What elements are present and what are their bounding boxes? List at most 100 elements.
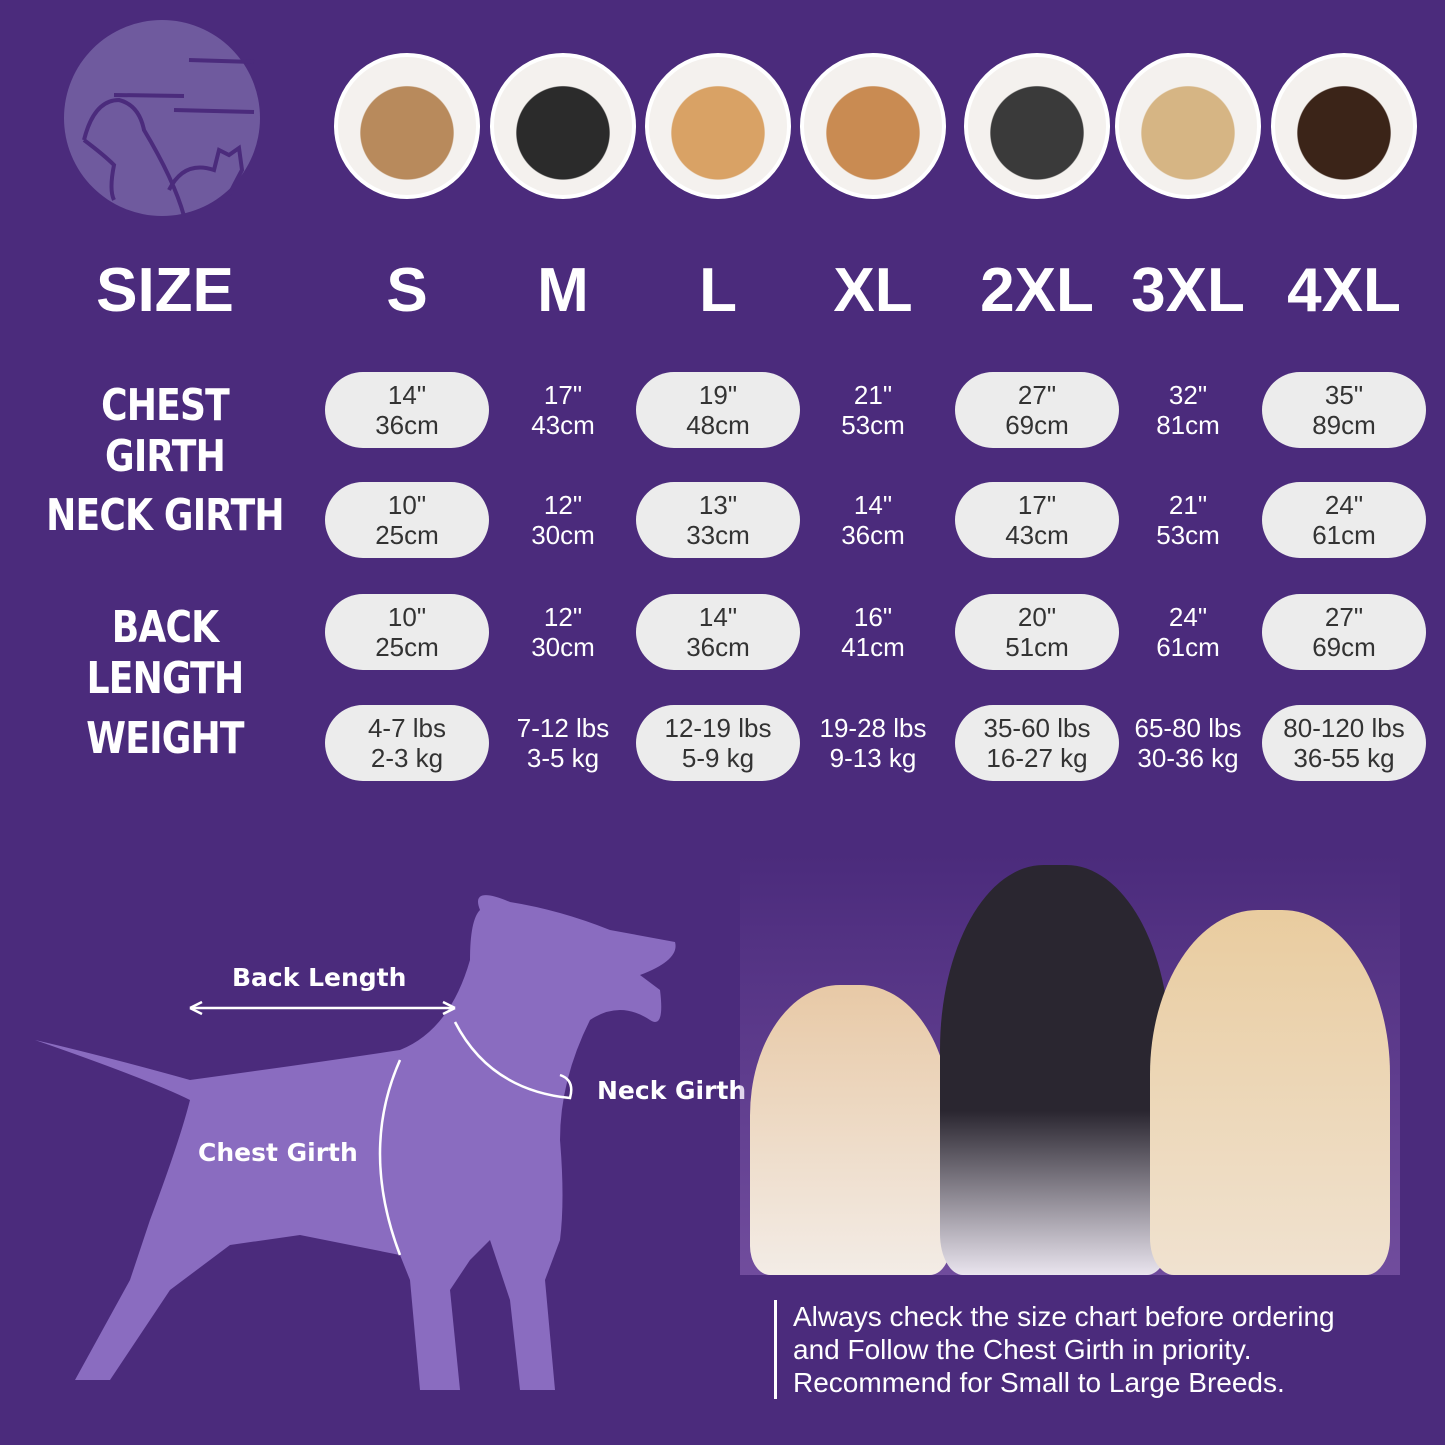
cell-value-primary: 14" bbox=[698, 602, 738, 632]
cell-value-primary: 17" bbox=[1017, 490, 1057, 520]
note-line: and Follow the Chest Girth in priority. bbox=[793, 1334, 1252, 1365]
cell-value-primary: 12" bbox=[543, 490, 583, 520]
row-label: BACK LENGTH bbox=[86, 602, 245, 704]
chest-girth-label: Chest Girth bbox=[198, 1138, 358, 1167]
cell-value-primary: 35" bbox=[1324, 380, 1364, 410]
breed-photo-4XL bbox=[1271, 53, 1417, 199]
table-cell: 80-120 lbs 36-55 kg bbox=[1262, 705, 1426, 781]
table-cell: 10" 25cm bbox=[325, 594, 489, 670]
cell-value-primary: 24" bbox=[1324, 490, 1364, 520]
size-header-M: M bbox=[537, 256, 589, 325]
cell-value-primary: 4-7 lbs bbox=[367, 713, 447, 743]
cell-value-primary: 16" bbox=[853, 602, 893, 632]
size-header-XL: XL bbox=[833, 256, 913, 325]
table-cell: 17" 43cm bbox=[481, 372, 645, 448]
cell-value-secondary: 30cm bbox=[531, 520, 595, 550]
cell-value-primary: 14" bbox=[387, 380, 427, 410]
table-cell: 19" 48cm bbox=[636, 372, 800, 448]
cell-value-primary: 12-19 lbs bbox=[664, 713, 772, 743]
table-cell: 24" 61cm bbox=[1106, 594, 1270, 670]
table-cell: 13" 33cm bbox=[636, 482, 800, 558]
cell-value-primary: 20" bbox=[1017, 602, 1057, 632]
cell-value-primary: 21" bbox=[853, 380, 893, 410]
size-header-4XL: 4XL bbox=[1287, 256, 1401, 325]
cell-value-secondary: 61cm bbox=[1156, 632, 1220, 662]
cell-value-secondary: 36cm bbox=[686, 632, 750, 662]
cell-value-primary: 27" bbox=[1324, 602, 1364, 632]
dogs-group-photo bbox=[740, 855, 1400, 1275]
cell-value-secondary: 51cm bbox=[1005, 632, 1069, 662]
cell-value-secondary: 36-55 kg bbox=[1293, 743, 1395, 773]
breed-photo-S bbox=[334, 53, 480, 199]
cell-value-secondary: 2-3 kg bbox=[370, 743, 444, 773]
cell-value-primary: 32" bbox=[1168, 380, 1208, 410]
cell-value-secondary: 3-5 kg bbox=[526, 743, 600, 773]
table-cell: 4-7 lbs 2-3 kg bbox=[325, 705, 489, 781]
cell-value-primary: 80-120 lbs bbox=[1283, 713, 1405, 743]
breed-photo-3XL bbox=[1115, 53, 1261, 199]
cell-value-primary: 21" bbox=[1168, 490, 1208, 520]
table-cell: 14" 36cm bbox=[325, 372, 489, 448]
cell-value-secondary: 33cm bbox=[686, 520, 750, 550]
table-cell: 21" 53cm bbox=[1106, 482, 1270, 558]
table-cell: 17" 43cm bbox=[955, 482, 1119, 558]
row-label: NECK GIRTH bbox=[46, 490, 284, 541]
cell-value-secondary: 69cm bbox=[1005, 410, 1069, 440]
cell-value-secondary: 25cm bbox=[375, 632, 439, 662]
table-cell: 12-19 lbs 5-9 kg bbox=[636, 705, 800, 781]
cell-value-secondary: 53cm bbox=[841, 410, 905, 440]
table-cell: 21" 53cm bbox=[791, 372, 955, 448]
cell-value-primary: 14" bbox=[853, 490, 893, 520]
table-cell: 27" 69cm bbox=[955, 372, 1119, 448]
cell-value-primary: 27" bbox=[1017, 380, 1057, 410]
cell-value-secondary: 53cm bbox=[1156, 520, 1220, 550]
row-label: WEIGHT bbox=[86, 713, 244, 764]
cell-value-secondary: 30cm bbox=[531, 632, 595, 662]
cell-value-primary: 65-80 lbs bbox=[1134, 713, 1242, 743]
size-header-L: L bbox=[699, 256, 737, 325]
note-line: Always check the size chart before order… bbox=[793, 1301, 1335, 1332]
neck-girth-label: Neck Girth bbox=[597, 1076, 747, 1105]
cell-value-secondary: 25cm bbox=[375, 520, 439, 550]
size-header-S: S bbox=[386, 256, 428, 325]
cell-value-secondary: 30-36 kg bbox=[1137, 743, 1239, 773]
cell-value-primary: 7-12 lbs bbox=[516, 713, 610, 743]
table-cell: 14" 36cm bbox=[636, 594, 800, 670]
cell-value-secondary: 81cm bbox=[1156, 410, 1220, 440]
cell-value-primary: 24" bbox=[1168, 602, 1208, 632]
table-cell: 14" 36cm bbox=[791, 482, 955, 558]
cell-value-primary: 12" bbox=[543, 602, 583, 632]
cell-value-secondary: 9-13 kg bbox=[829, 743, 917, 773]
table-cell: 16" 41cm bbox=[791, 594, 955, 670]
back-length-label: Back Length bbox=[232, 963, 407, 992]
cell-value-secondary: 16-27 kg bbox=[986, 743, 1088, 773]
table-cell: 32" 81cm bbox=[1106, 372, 1270, 448]
cell-value-primary: 35-60 lbs bbox=[983, 713, 1091, 743]
table-cell: 10" 25cm bbox=[325, 482, 489, 558]
cell-value-primary: 17" bbox=[543, 380, 583, 410]
cell-value-secondary: 69cm bbox=[1312, 632, 1376, 662]
table-cell: 20" 51cm bbox=[955, 594, 1119, 670]
dog-silhouette-diagram bbox=[35, 895, 676, 1390]
table-cell: 35-60 lbs 16-27 kg bbox=[955, 705, 1119, 781]
table-cell: 19-28 lbs 9-13 kg bbox=[791, 705, 955, 781]
breed-photo-XL bbox=[800, 53, 946, 199]
cell-value-secondary: 36cm bbox=[375, 410, 439, 440]
breed-photo-M bbox=[490, 53, 636, 199]
cell-value-secondary: 61cm bbox=[1312, 520, 1376, 550]
table-cell: 7-12 lbs 3-5 kg bbox=[481, 705, 645, 781]
cell-value-secondary: 43cm bbox=[531, 410, 595, 440]
cell-value-secondary: 36cm bbox=[841, 520, 905, 550]
table-cell: 12" 30cm bbox=[481, 594, 645, 670]
size-header-label: SIZE bbox=[96, 256, 234, 325]
cell-value-secondary: 48cm bbox=[686, 410, 750, 440]
table-cell: 24" 61cm bbox=[1262, 482, 1426, 558]
breed-photo-2XL bbox=[964, 53, 1110, 199]
dog-cat-logo-icon bbox=[64, 20, 260, 217]
size-header-2XL: 2XL bbox=[980, 256, 1094, 325]
cell-value-secondary: 5-9 kg bbox=[681, 743, 755, 773]
row-label: CHEST GIRTH bbox=[101, 380, 230, 482]
cell-value-secondary: 41cm bbox=[841, 632, 905, 662]
cell-value-primary: 19-28 lbs bbox=[819, 713, 927, 743]
table-cell: 65-80 lbs 30-36 kg bbox=[1106, 705, 1270, 781]
